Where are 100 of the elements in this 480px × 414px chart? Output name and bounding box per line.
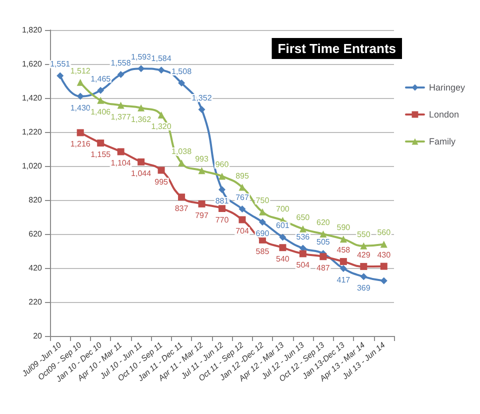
data-label: 540 (276, 254, 290, 264)
data-label: 601 (276, 221, 290, 230)
point (158, 66, 165, 74)
point (198, 167, 206, 174)
point (340, 236, 347, 243)
point (198, 106, 206, 114)
data-label: 1,352 (192, 94, 212, 103)
point (218, 172, 226, 180)
data-label: 1,216 (70, 140, 91, 149)
point (218, 205, 226, 212)
point (258, 218, 266, 226)
legend-label: London (428, 110, 460, 120)
data-label: 1,558 (110, 58, 132, 68)
point (76, 129, 84, 136)
point (218, 186, 226, 194)
data-label: 881 (215, 196, 230, 206)
point (320, 253, 327, 260)
y-tick-label: 20 (33, 332, 43, 340)
point (117, 148, 124, 156)
data-label: 620 (316, 218, 330, 227)
point (360, 242, 368, 250)
y-tick-label: 620 (28, 230, 43, 238)
point (117, 71, 124, 78)
text: First Time Entrants (278, 41, 396, 56)
point (360, 273, 368, 280)
data-label: 560 (377, 228, 392, 238)
point (360, 262, 368, 270)
y-tick-label: 1,020 (22, 162, 43, 170)
data-label: 1,362 (131, 114, 152, 124)
data-label: 590 (336, 223, 351, 232)
data-label: 1,584 (151, 54, 172, 64)
data-label: 995 (154, 177, 169, 186)
data-label: 837 (174, 204, 189, 214)
y-tick-label: 820 (28, 196, 43, 204)
y-tick-label: 1,620 (22, 60, 43, 68)
data-label: 993 (195, 154, 209, 164)
data-label: 1,044 (131, 168, 152, 178)
data-label: 1,104 (110, 158, 132, 168)
point (178, 159, 186, 166)
data-label: 960 (215, 160, 230, 170)
point (158, 112, 165, 118)
data-label: 1,508 (172, 67, 192, 76)
data-label: 505 (316, 238, 330, 247)
point (198, 200, 206, 208)
point (299, 250, 306, 258)
legend-label: Family (428, 136, 456, 146)
point (97, 140, 104, 147)
point (299, 225, 306, 232)
data-label: 417 (336, 276, 351, 285)
data-label: 1,320 (151, 122, 172, 131)
y-tick-label: 420 (28, 264, 43, 272)
data-label: 895 (236, 171, 250, 180)
point (138, 65, 145, 72)
point (138, 158, 145, 166)
data-label: 585 (256, 246, 270, 256)
point (238, 216, 246, 224)
data-label: 487 (316, 264, 330, 273)
data-label: 458 (336, 246, 351, 255)
data-label: 504 (296, 260, 310, 270)
point (380, 277, 388, 284)
point (97, 96, 104, 104)
point (178, 80, 186, 87)
data-label: 1,512 (70, 66, 91, 76)
data-label: 1,593 (131, 52, 152, 62)
data-label: 700 (276, 204, 290, 214)
data-label: 1,551 (50, 60, 71, 69)
point (56, 72, 64, 80)
legend-label: Haringey (428, 82, 466, 92)
y-tick-label: 1,820 (22, 26, 43, 34)
point (76, 92, 84, 100)
point (340, 258, 347, 266)
data-label: 704 (236, 226, 250, 236)
data-label: 767 (236, 193, 250, 202)
data-label: 690 (256, 229, 270, 238)
point (138, 104, 145, 112)
point (158, 166, 165, 174)
data-label: 1,406 (90, 107, 112, 116)
data-label: 536 (296, 232, 310, 242)
data-label: 429 (356, 250, 371, 260)
point (380, 262, 388, 270)
data-label: 1,377 (110, 112, 132, 122)
y-tick-label: 1,220 (22, 128, 43, 136)
data-label: 750 (256, 196, 270, 205)
data-label: 430 (377, 250, 392, 260)
data-label: 797 (195, 210, 209, 220)
data-label: 369 (356, 284, 371, 293)
data-label: 1,465 (90, 74, 112, 84)
point (340, 265, 347, 272)
data-label: 1,430 (70, 103, 91, 112)
data-label: 1,038 (172, 146, 192, 156)
y-tick-label: 1,420 (22, 94, 43, 102)
data-label: 770 (215, 216, 230, 224)
point (97, 86, 104, 94)
y-tick-label: 220 (28, 298, 43, 306)
point (117, 102, 124, 109)
point (279, 234, 286, 241)
point (279, 244, 286, 252)
point (320, 230, 327, 238)
point (380, 240, 388, 248)
point (238, 206, 246, 213)
